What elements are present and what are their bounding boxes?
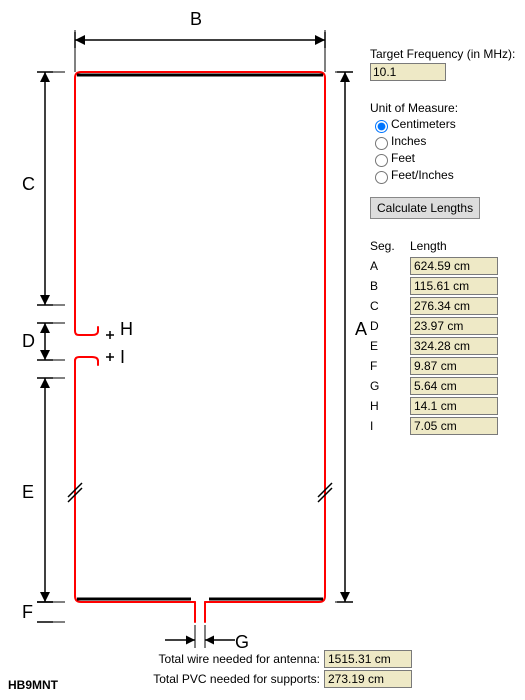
svg-text:C: C: [22, 174, 35, 194]
svg-text:I: I: [120, 347, 125, 367]
seg-value: 324.28 cm: [410, 337, 498, 355]
seg-row-I: I7.05 cm: [370, 417, 520, 435]
segment-table: Seg. Length A624.59 cmB115.61 cmC276.34 …: [370, 239, 520, 435]
seg-header-col1: Seg.: [370, 239, 410, 253]
freq-label: Target Frequency (in MHz):: [370, 47, 520, 61]
seg-value: 624.59 cm: [410, 257, 498, 275]
seg-value: 7.05 cm: [410, 417, 498, 435]
seg-value: 23.97 cm: [410, 317, 498, 335]
seg-row-A: A624.59 cm: [370, 257, 520, 275]
seg-row-B: B115.61 cm: [370, 277, 520, 295]
seg-value: 5.64 cm: [410, 377, 498, 395]
seg-label: G: [370, 379, 410, 393]
totals: Total wire needed for antenna: 1515.31 c…: [110, 648, 412, 690]
unit-label: Unit of Measure:: [370, 101, 520, 115]
svg-text:A: A: [355, 319, 367, 339]
unit-radio-feet[interactable]: Feet: [370, 151, 520, 167]
seg-label: C: [370, 299, 410, 313]
total-wire-label: Total wire needed for antenna:: [110, 652, 320, 666]
calculator-form: Target Frequency (in MHz): Unit of Measu…: [370, 45, 520, 437]
total-pvc-label: Total PVC needed for supports:: [110, 672, 320, 686]
seg-value: 276.34 cm: [410, 297, 498, 315]
seg-row-G: G5.64 cm: [370, 377, 520, 395]
total-wire-value: 1515.31 cm: [324, 650, 412, 668]
antenna-diagram: BACDEFGHI: [0, 0, 370, 700]
seg-label: I: [370, 419, 410, 433]
unit-radio-inches[interactable]: Inches: [370, 134, 520, 150]
freq-input[interactable]: [370, 63, 446, 81]
seg-value: 115.61 cm: [410, 277, 498, 295]
seg-label: B: [370, 279, 410, 293]
svg-text:B: B: [190, 9, 202, 29]
svg-text:D: D: [22, 331, 35, 351]
calculate-button[interactable]: Calculate Lengths: [370, 197, 480, 219]
seg-value: 14.1 cm: [410, 397, 498, 415]
seg-row-E: E324.28 cm: [370, 337, 520, 355]
total-pvc-value: 273.19 cm: [324, 670, 412, 688]
seg-row-F: F9.87 cm: [370, 357, 520, 375]
seg-row-D: D23.97 cm: [370, 317, 520, 335]
svg-text:F: F: [22, 602, 33, 622]
unit-radio-feet/inches[interactable]: Feet/Inches: [370, 168, 520, 184]
unit-radio-centimeters[interactable]: Centimeters: [370, 117, 520, 133]
seg-header-col2: Length: [410, 239, 500, 253]
svg-text:E: E: [22, 482, 34, 502]
seg-row-C: C276.34 cm: [370, 297, 520, 315]
seg-label: F: [370, 359, 410, 373]
seg-label: D: [370, 319, 410, 333]
seg-label: A: [370, 259, 410, 273]
seg-label: E: [370, 339, 410, 353]
seg-row-H: H14.1 cm: [370, 397, 520, 415]
svg-text:H: H: [120, 319, 133, 339]
seg-value: 9.87 cm: [410, 357, 498, 375]
seg-label: H: [370, 399, 410, 413]
signature: HB9MNT: [8, 678, 58, 692]
